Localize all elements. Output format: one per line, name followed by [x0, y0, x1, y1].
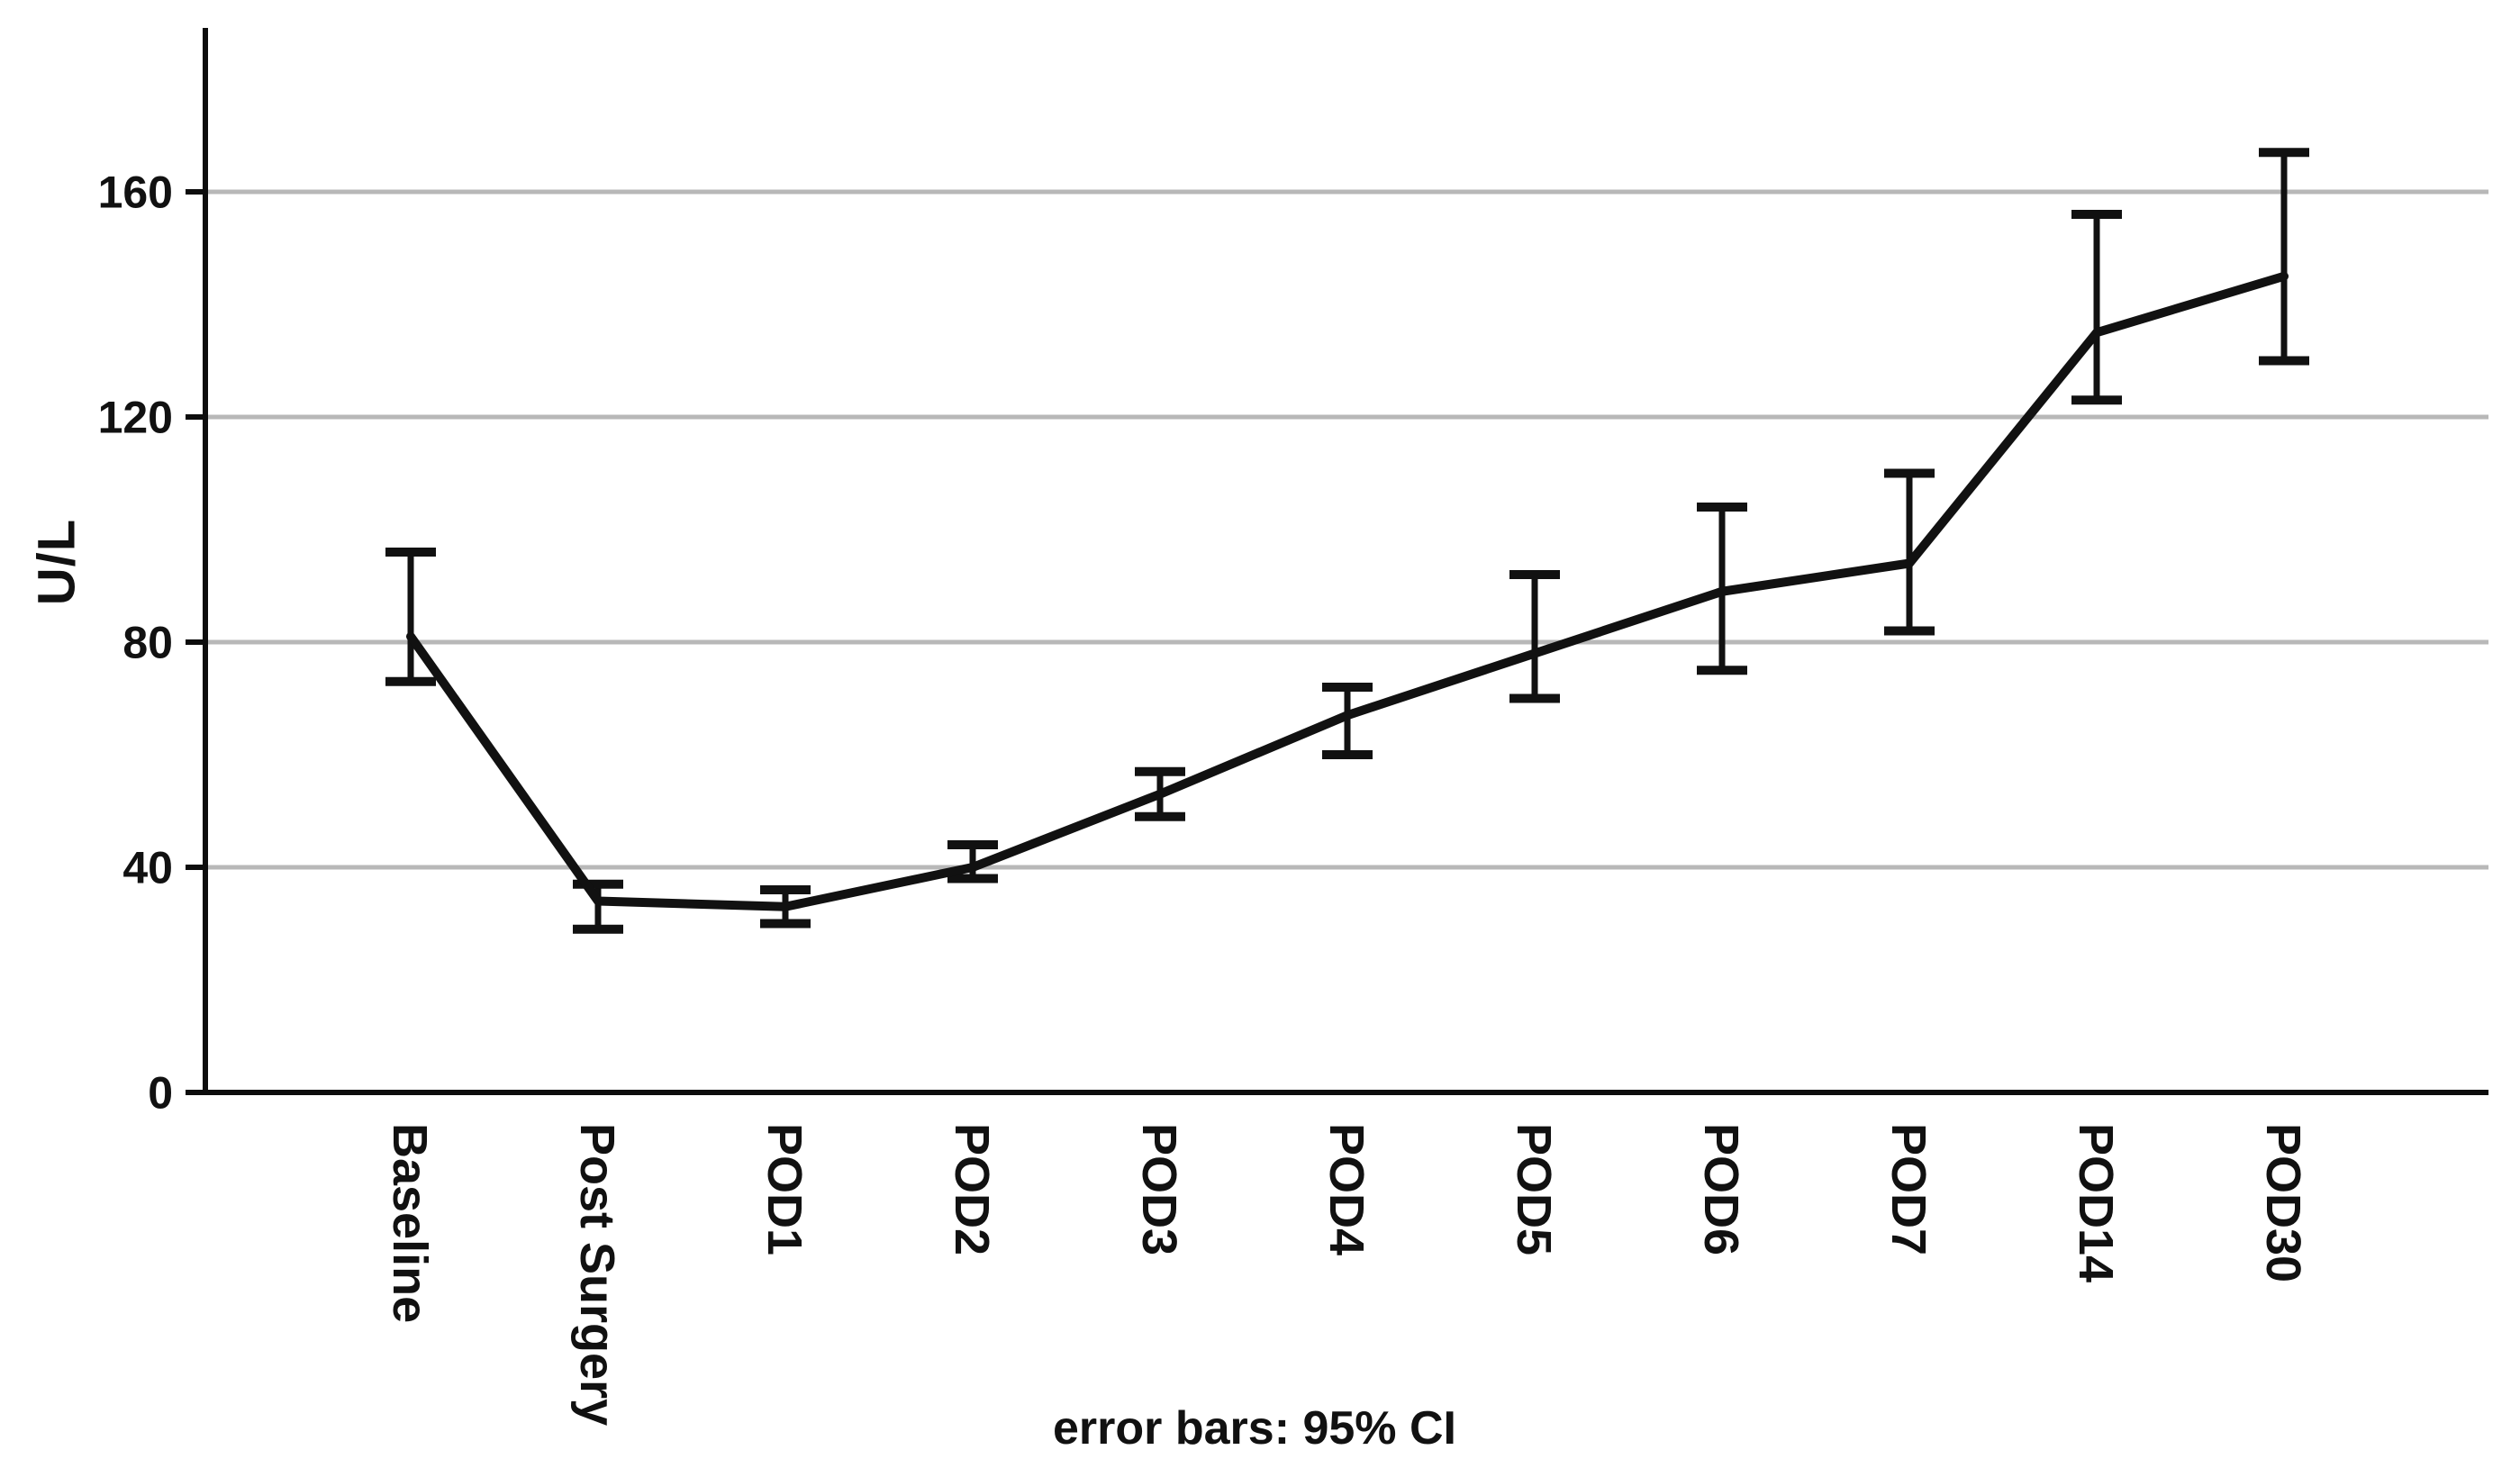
error-bar-pod30	[2259, 148, 2309, 366]
category-label-baseline: Baseline	[383, 1123, 437, 1323]
category-label-pod30: POD30	[2256, 1123, 2310, 1282]
y-axis-title: U/L	[27, 519, 86, 605]
data-series-layer	[385, 148, 2309, 934]
error-bar-baseline	[385, 548, 436, 686]
error-bar-pod4	[1322, 683, 1373, 759]
y-tick-label-40: 40	[122, 843, 173, 893]
category-label-pod2: POD2	[945, 1123, 999, 1255]
error-bars-caption: error bars: 95% CI	[1053, 1402, 1456, 1454]
category-label-post-surgery: Post Surgery	[570, 1123, 624, 1426]
mean-line	[406, 271, 2289, 911]
category-label-pod6: POD6	[1694, 1123, 1748, 1255]
category-label-pod14: POD14	[2069, 1123, 2123, 1282]
error-bar-pod7	[1884, 468, 1935, 636]
axes-layer	[186, 28, 2488, 1095]
y-tick-label-0: 0	[148, 1068, 173, 1119]
category-label-pod3: POD3	[1132, 1123, 1186, 1255]
error-bar-pod5	[1509, 570, 1560, 703]
error-bar-pod2	[947, 840, 998, 884]
y-tick-label-80: 80	[122, 618, 173, 668]
category-label-pod7: POD7	[1881, 1123, 1935, 1255]
gridlines-layer	[205, 189, 2488, 870]
y-tick-label-160: 160	[98, 168, 173, 218]
error-bar-pod14	[2071, 210, 2122, 405]
category-label-pod1: POD1	[757, 1123, 811, 1255]
error-bar-post-surgery	[573, 879, 623, 934]
category-label-pod4: POD4	[1319, 1123, 1373, 1255]
y-tick-label-120: 120	[98, 393, 173, 443]
labels-layer: 0 40 80 120 160 Baseline Post Surgery POD1 POD2 P…	[27, 168, 2310, 1455]
category-label-pod5: POD5	[1507, 1123, 1561, 1255]
